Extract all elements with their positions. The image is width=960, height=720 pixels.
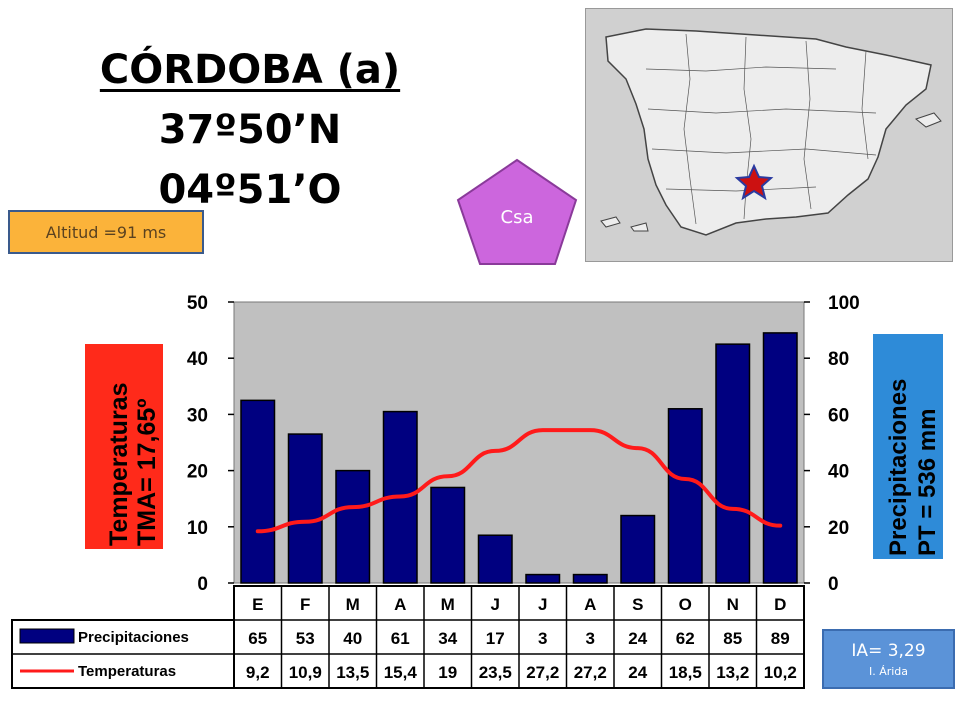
left-axis-tick-label: 0 bbox=[197, 574, 208, 595]
precipitation-bar bbox=[620, 514, 656, 584]
left-axis-tick-label: 40 bbox=[187, 349, 208, 370]
precipitation-value: 65 bbox=[248, 629, 267, 648]
month-label: N bbox=[727, 595, 739, 614]
left-axis-tick-label: 20 bbox=[187, 462, 208, 483]
month-label: A bbox=[394, 595, 406, 614]
precipitation-bar bbox=[287, 433, 323, 584]
temperature-value: 27,2 bbox=[526, 663, 559, 682]
legend-temperature-label: Temperaturas bbox=[78, 663, 176, 680]
temperature-value: 10,9 bbox=[289, 663, 322, 682]
legend-bar-swatch bbox=[19, 628, 75, 644]
month-label: M bbox=[346, 595, 360, 614]
precipitation-value: 89 bbox=[771, 629, 790, 648]
month-label: J bbox=[491, 595, 500, 614]
station-star-icon bbox=[734, 163, 774, 201]
pentagon-shape bbox=[456, 158, 578, 265]
temperature-value: 15,4 bbox=[384, 663, 418, 682]
temperature-value: 10,2 bbox=[764, 663, 797, 682]
station-name: CÓRDOBA (a) bbox=[99, 47, 401, 93]
month-label: D bbox=[774, 595, 786, 614]
temperature-line bbox=[255, 428, 783, 534]
precipitation-total: PT = 536 mm bbox=[914, 409, 941, 556]
precipitation-value: 24 bbox=[628, 629, 647, 648]
precipitation-value: 34 bbox=[438, 629, 457, 648]
temperature-value: 18,5 bbox=[669, 663, 702, 682]
temperature-value: 13,2 bbox=[716, 663, 749, 682]
right-axis-tick-label: 20 bbox=[828, 518, 849, 539]
location-map bbox=[585, 8, 953, 262]
precipitation-value: 3 bbox=[538, 629, 547, 648]
temperature-value: 24 bbox=[628, 663, 647, 682]
precipitation-axis-title: Precipitaciones bbox=[885, 379, 912, 556]
precipitation-bar bbox=[667, 408, 703, 584]
iberia-map-svg bbox=[586, 9, 952, 261]
month-label: O bbox=[679, 595, 692, 614]
aridity-index-value: IA= 3,29 bbox=[851, 641, 926, 661]
precipitation-value: 3 bbox=[586, 629, 595, 648]
temperature-line-layer bbox=[255, 428, 783, 534]
precipitation-bar bbox=[572, 573, 608, 584]
canary-islands bbox=[600, 216, 649, 232]
aridity-index-label: I. Árida bbox=[868, 665, 909, 678]
right-axis-tick-label: 80 bbox=[828, 349, 849, 370]
temperature-label-box bbox=[85, 344, 163, 549]
right-axis-tick-label: 40 bbox=[828, 462, 849, 483]
precipitation-value: 40 bbox=[343, 629, 362, 648]
temperature-axis-title: Temperaturas bbox=[105, 383, 133, 547]
month-label: J bbox=[538, 595, 547, 614]
left-axis-tick-label: 10 bbox=[187, 518, 208, 539]
station-longitude: 04º51’O bbox=[158, 167, 342, 213]
temperature-value: 27,2 bbox=[574, 663, 607, 682]
balearic-islands bbox=[914, 112, 942, 128]
temperature-annual-mean: TMA= 17,65º bbox=[133, 399, 161, 546]
climate-code-pentagon: Csa bbox=[456, 158, 578, 265]
month-label: S bbox=[632, 595, 643, 614]
precipitation-bar bbox=[715, 343, 751, 584]
month-label: E bbox=[252, 595, 263, 614]
station-title-block: CÓRDOBA (a) 37º50’N 04º51’O bbox=[60, 40, 440, 220]
temperature-value: 9,2 bbox=[246, 663, 270, 682]
data-table: E F M A M J J A S O N D 65 53 40 61 34 17 3 3 24 62 85 89 9,2 10,… bbox=[11, 585, 805, 689]
station-latitude: 37º50’N bbox=[158, 107, 342, 153]
altitude-badge: Altitud =91 ms bbox=[8, 210, 204, 254]
month-label: F bbox=[300, 595, 310, 614]
precipitation-value: 53 bbox=[296, 629, 315, 648]
precipitation-value: 17 bbox=[486, 629, 505, 648]
axis-label-boxes: Temperaturas TMA= 17,65º Precipitaciones PT… bbox=[85, 334, 943, 559]
axes-layer: 0 10 20 30 40 50 0 20 40 60 80 100 bbox=[187, 293, 860, 595]
legend-precipitation-label: Precipitaciones bbox=[78, 629, 189, 646]
precipitation-label-box bbox=[873, 334, 943, 559]
right-axis-tick-label: 0 bbox=[828, 574, 839, 595]
left-axis-tick-label: 30 bbox=[187, 405, 208, 426]
precipitation-bar bbox=[240, 399, 276, 584]
precipitation-bar bbox=[335, 469, 371, 584]
aridity-index-box: IA= 3,29 I. Árida bbox=[822, 629, 955, 689]
altitude-text: Altitud =91 ms bbox=[45, 222, 167, 242]
climate-code-text: Csa bbox=[501, 207, 534, 228]
right-axis-tick-label: 60 bbox=[828, 405, 849, 426]
month-label: M bbox=[441, 595, 455, 614]
precipitation-value: 85 bbox=[723, 629, 742, 648]
precipitation-bar bbox=[430, 486, 466, 584]
left-axis-tick-label: 50 bbox=[187, 293, 208, 314]
temperature-value: 13,5 bbox=[336, 663, 369, 682]
precipitation-bar bbox=[762, 332, 798, 584]
right-axis-tick-label: 100 bbox=[828, 293, 860, 314]
precipitation-value: 61 bbox=[391, 629, 410, 648]
temperature-value: 19 bbox=[438, 663, 457, 682]
month-label: A bbox=[584, 595, 596, 614]
temperature-value: 23,5 bbox=[479, 663, 512, 682]
precipitation-value: 62 bbox=[676, 629, 695, 648]
precipitation-bar bbox=[525, 573, 561, 584]
precipitation-bar bbox=[477, 534, 513, 584]
iberian-peninsula-shape bbox=[605, 28, 932, 236]
